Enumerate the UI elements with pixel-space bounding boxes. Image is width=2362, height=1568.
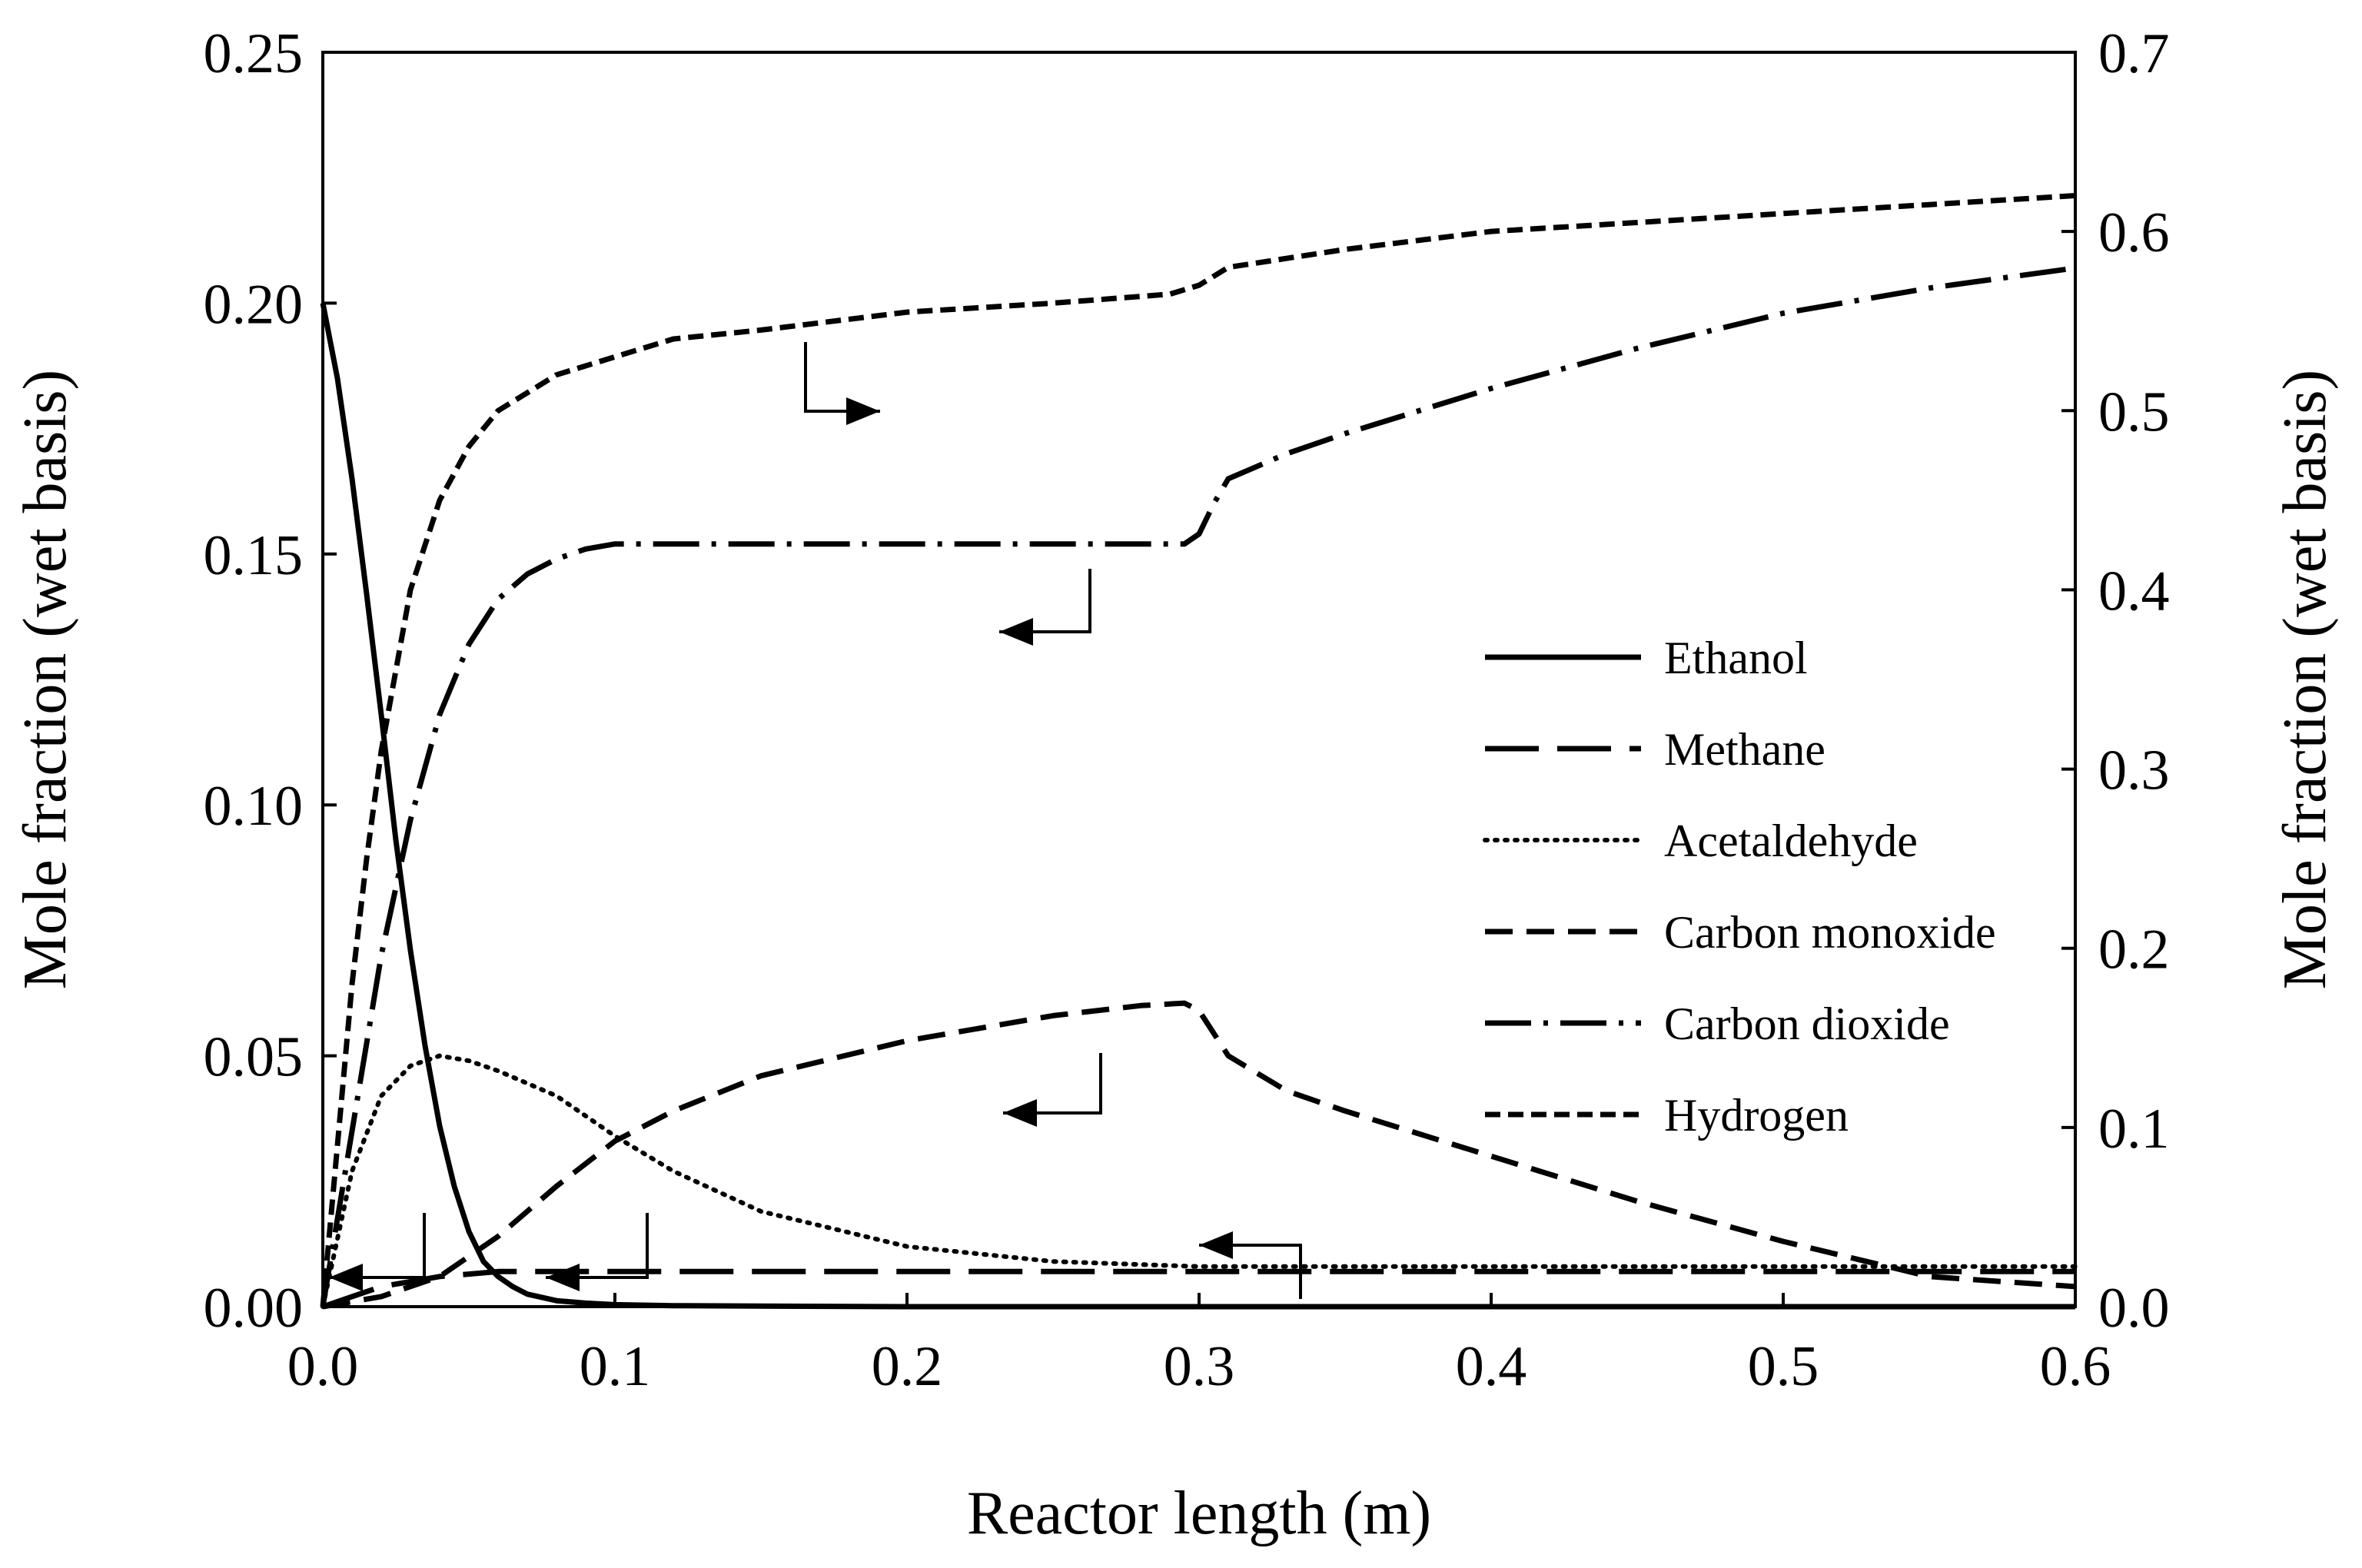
x-axis-title: Reactor length (m) xyxy=(967,1480,1431,1547)
y-left-tick-label: 0.05 xyxy=(204,1026,304,1089)
arrow-ethanol-left-axis-head xyxy=(329,1264,363,1291)
y-right-tick-label: 0.5 xyxy=(2098,380,2170,443)
y-right-tick-label: 0.0 xyxy=(2098,1277,2170,1340)
legend-label: Ethanol xyxy=(1664,633,1808,683)
axis-ticks: 0.0 0.1 0.2 0.3 0.4 0.5 0.6 0.00 0.05 0.10 0.15 0.2… xyxy=(204,22,2170,1398)
series-line-hydrogen xyxy=(320,193,2076,1307)
legend-label: Methane xyxy=(1664,724,1825,775)
arrow-hydrogen-right-axis-head xyxy=(846,397,880,425)
y-right-tick-label: 0.7 xyxy=(2098,22,2170,85)
y-right-tick-label: 0.6 xyxy=(2098,201,2170,264)
y-right-tick-label: 0.1 xyxy=(2098,1098,2170,1161)
legend-label: Hydrogen xyxy=(1664,1090,1849,1141)
x-tick-label: 0.6 xyxy=(2040,1335,2111,1398)
x-tick-label: 0.1 xyxy=(580,1335,651,1398)
legend-label: Carbon monoxide xyxy=(1664,907,1996,958)
x-tick-label: 0.5 xyxy=(1748,1335,1819,1398)
y-left-tick-label: 0.10 xyxy=(204,775,304,838)
series-line-ethanol xyxy=(320,302,2075,1310)
x-tick-label: 0.4 xyxy=(1456,1335,1527,1398)
y-left-tick-label: 0.20 xyxy=(204,273,304,336)
y-left-tick-label: 0.15 xyxy=(204,524,304,587)
series-line-carbon-dioxide xyxy=(320,265,2076,1307)
arrow-co2-left-axis-head xyxy=(999,618,1033,646)
y-axis-left-title: Mole fraction (wet basis) xyxy=(12,370,79,989)
series-line-methane xyxy=(321,1268,2075,1310)
x-tick-label: 0.0 xyxy=(287,1335,359,1398)
y-axis-right-title: Mole fraction (wet basis) xyxy=(2271,370,2339,989)
series-line-acetaldehyde xyxy=(321,1053,2078,1309)
arrow-acetaldehyde-left-axis-head xyxy=(1199,1231,1233,1259)
legend-label: Acetaldehyde xyxy=(1664,816,1918,866)
arrow-co-left-axis-head xyxy=(1003,1099,1037,1127)
y-right-tick-label: 0.3 xyxy=(2098,739,2170,802)
series-layer xyxy=(320,193,2078,1310)
series-line-carbon-monoxide xyxy=(322,1000,2076,1310)
legend: Ethanol Methane Acetaldehyde Carbon monoxid… xyxy=(1483,633,1996,1141)
axis-arrows xyxy=(329,342,1302,1299)
arrow-methane-left-axis-head xyxy=(546,1264,580,1291)
x-tick-label: 0.3 xyxy=(1164,1335,1235,1398)
y-right-tick-label: 0.4 xyxy=(2098,560,2170,623)
x-tick-label: 0.2 xyxy=(872,1335,943,1398)
y-left-tick-label: 0.25 xyxy=(204,22,304,85)
legend-label: Carbon dioxide xyxy=(1664,998,1950,1049)
y-left-tick-label: 0.00 xyxy=(204,1277,304,1340)
y-right-tick-label: 0.2 xyxy=(2098,919,2170,982)
